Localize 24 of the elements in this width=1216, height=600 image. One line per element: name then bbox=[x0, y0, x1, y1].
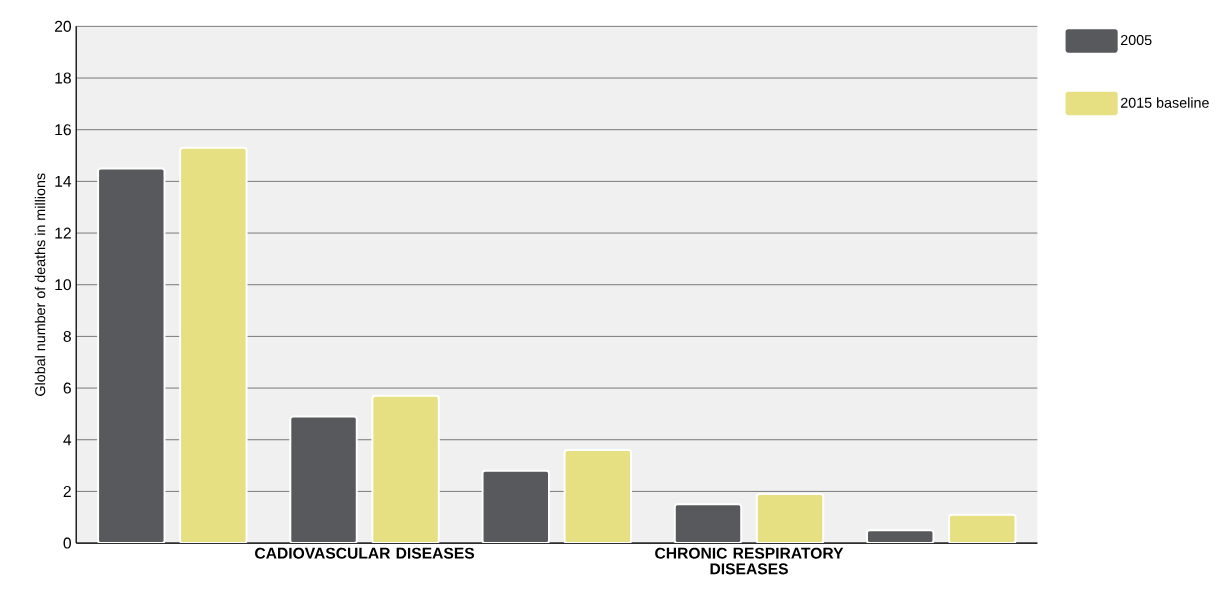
x-tick-label: CADIOVASCULAR DISEASES bbox=[255, 547, 475, 559]
bar bbox=[563, 449, 633, 544]
bar bbox=[371, 394, 440, 544]
y-tick-label: 10 bbox=[55, 279, 71, 291]
y-axis-title: Global number of deaths in millions bbox=[34, 173, 46, 397]
x-tick-label: CHRONIC RESPIRATORY DISEASES bbox=[655, 547, 844, 575]
bar bbox=[481, 469, 550, 544]
y-tick-label: 20 bbox=[54, 20, 71, 33]
y-tick-label: 12 bbox=[55, 227, 71, 239]
y-tick-label: 8 bbox=[63, 331, 71, 343]
y-tick-label: 4 bbox=[63, 434, 72, 446]
y-tick-label: 6 bbox=[63, 382, 71, 394]
y-tick-label: 16 bbox=[55, 124, 71, 136]
bar bbox=[755, 493, 825, 544]
legend-label: 2005 bbox=[1120, 35, 1152, 46]
y-tick-label: 0 bbox=[63, 537, 71, 549]
y-tick-label: 2 bbox=[63, 486, 71, 497]
y-tick-label: 14 bbox=[55, 176, 72, 187]
legend-label: 2015 baseline bbox=[1120, 97, 1209, 108]
y-tick-label: 18 bbox=[55, 72, 71, 84]
bar bbox=[948, 513, 1017, 544]
bar bbox=[673, 503, 743, 544]
bar bbox=[179, 146, 248, 544]
bar bbox=[289, 415, 358, 544]
